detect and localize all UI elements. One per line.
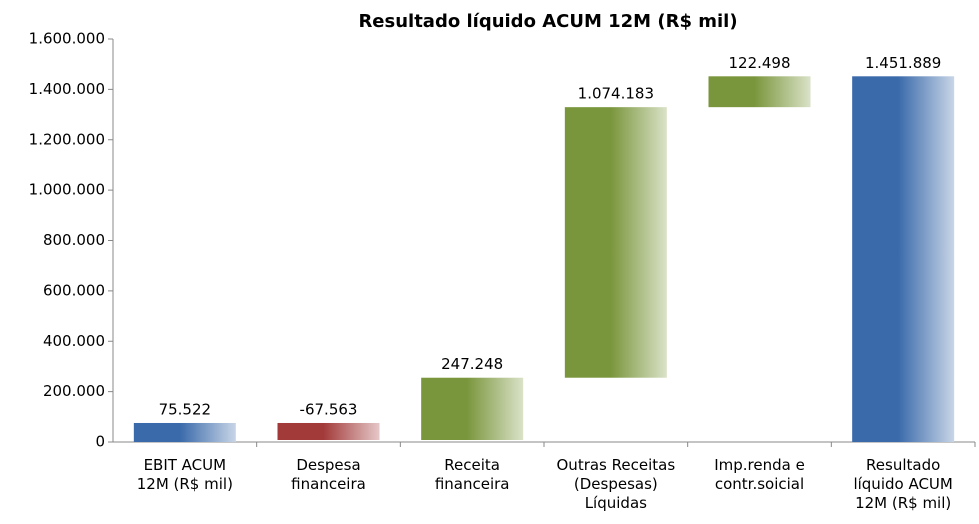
bar (564, 107, 667, 378)
bar (852, 76, 955, 443)
x-tick-label: Despesa financeira (291, 456, 366, 493)
chart-title: Resultado líquido ACUM 12M (R$ mil) (358, 11, 737, 32)
bar (133, 422, 236, 442)
y-tick-label: 1.000.000 (29, 181, 105, 199)
bar (708, 76, 811, 108)
value-label: 75.522 (159, 400, 212, 418)
bar (277, 422, 380, 440)
y-tick-label: 800.000 (43, 231, 105, 249)
value-label: 1.451.889 (865, 54, 941, 72)
y-tick-label: 600.000 (43, 281, 105, 299)
x-tick-label: Receita financeira (434, 456, 510, 493)
y-tick-label: 1.600.000 (29, 30, 105, 48)
value-label: -67.563 (300, 400, 358, 418)
x-tick-label: Imp.renda e contr.soicial (714, 456, 805, 493)
y-tick-label: 1.400.000 (29, 80, 105, 98)
y-tick-label: 400.000 (43, 332, 105, 350)
value-label: 247.248 (441, 355, 503, 373)
y-tick-label: 1.200.000 (29, 130, 105, 148)
bar (421, 377, 524, 440)
x-tick-label: EBIT ACUM 12M (R$ mil) (136, 456, 233, 493)
y-tick-label: 0 (95, 433, 105, 451)
x-tick-label: Resultado líquido ACUM 12M (R$ mil) (853, 456, 953, 512)
x-tick-label: Outras Receitas (Despesas) Líquidas (556, 456, 676, 512)
value-label: 122.498 (728, 54, 790, 72)
value-label: 1.074.183 (578, 85, 654, 103)
y-tick-label: 200.000 (43, 382, 105, 400)
